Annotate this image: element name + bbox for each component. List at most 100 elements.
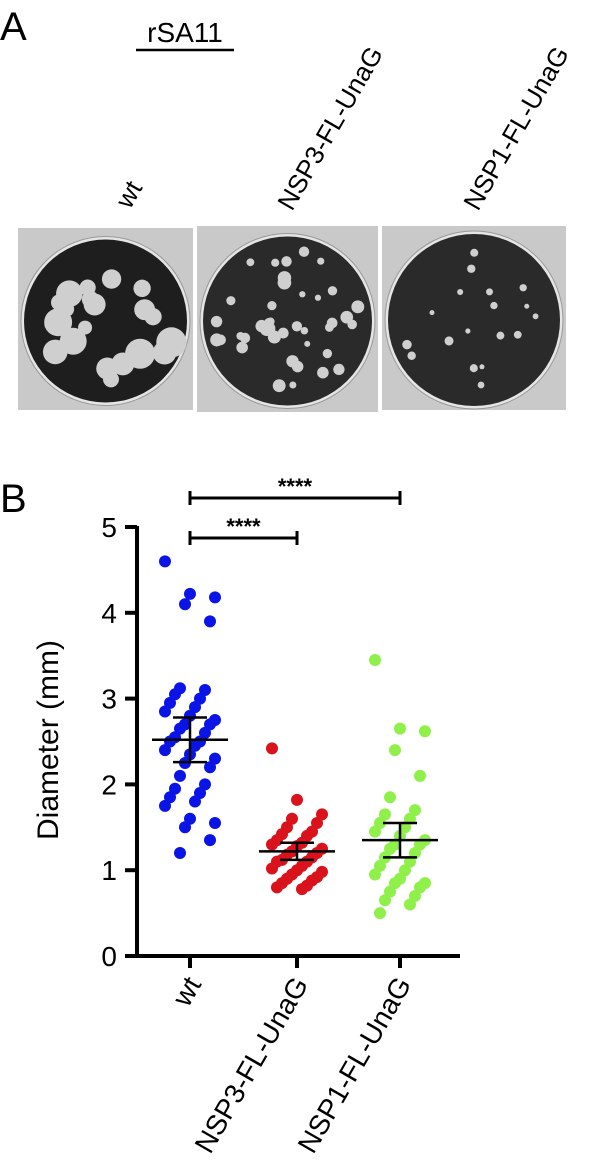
data-point <box>209 591 221 604</box>
plaque <box>429 310 435 316</box>
x-tick-label: wt <box>166 971 207 1012</box>
y-tick-label: 0 <box>101 941 117 972</box>
plaque <box>351 300 365 314</box>
y-tick-label: 5 <box>101 512 117 543</box>
plaque <box>407 351 416 360</box>
plaque <box>267 301 277 311</box>
data-point <box>159 744 171 757</box>
plate-well <box>388 234 560 406</box>
plaque <box>532 313 539 320</box>
data-point <box>204 834 216 847</box>
y-tick-label: 3 <box>101 684 117 715</box>
y-axis-label: Diameter (mm) <box>32 640 65 840</box>
data-point <box>266 862 278 875</box>
plaque <box>81 290 99 308</box>
plaque <box>157 345 175 363</box>
data-point <box>159 555 171 568</box>
plaque <box>470 248 479 257</box>
plaque <box>298 246 310 257</box>
plaque <box>281 256 292 267</box>
data-point <box>179 598 191 611</box>
plaque <box>479 364 485 370</box>
plaque <box>133 279 151 298</box>
plaque <box>42 339 68 365</box>
panel-label: B <box>0 477 27 521</box>
plaque <box>300 326 309 335</box>
data-point <box>369 868 381 881</box>
data-point <box>266 838 278 851</box>
plaque <box>327 286 338 296</box>
plaque <box>289 381 297 389</box>
plaque <box>490 301 498 310</box>
plaque <box>524 303 530 309</box>
y-tick-label: 4 <box>101 598 117 629</box>
data-point <box>159 799 171 812</box>
plaque <box>513 330 522 339</box>
data-point <box>389 744 401 757</box>
column-label: NSP1-FL-UnaG <box>457 41 575 215</box>
plaque <box>56 280 83 307</box>
plaque <box>402 339 412 350</box>
plate-well <box>203 236 372 406</box>
data-point <box>184 587 196 600</box>
data-point <box>266 742 278 755</box>
plaque <box>78 320 93 335</box>
plaque <box>101 269 122 289</box>
column-label: wt <box>109 175 149 214</box>
data-point <box>291 793 303 806</box>
data-point <box>414 769 426 782</box>
plaque <box>317 366 329 379</box>
plaque <box>465 328 471 334</box>
plaque <box>111 352 135 376</box>
x-tick-label: NSP3-FL-UnaG <box>189 972 315 1159</box>
data-point <box>419 725 431 738</box>
column-label: NSP3-FL-UnaG <box>271 41 389 215</box>
data-point <box>174 847 186 860</box>
data-point <box>204 761 216 774</box>
data-point <box>159 705 171 718</box>
plaque <box>286 355 299 368</box>
plaque <box>314 294 322 301</box>
plaque <box>457 288 464 296</box>
data-point <box>209 817 221 830</box>
plaque <box>444 336 454 346</box>
plaque <box>317 257 325 265</box>
data-point <box>189 795 201 808</box>
data-point <box>271 881 283 894</box>
data-point <box>369 653 381 666</box>
data-point <box>204 615 216 628</box>
plaque <box>277 327 289 339</box>
y-tick-label: 2 <box>101 769 117 800</box>
y-tick-label: 1 <box>101 855 117 886</box>
x-tick-label: NSP1-FL-UnaG <box>292 972 418 1159</box>
plaque <box>485 288 494 296</box>
plaque <box>519 284 527 292</box>
data-point <box>404 898 416 911</box>
plaque <box>277 271 292 285</box>
plaque <box>210 315 223 328</box>
panel-label: A <box>0 5 27 49</box>
plaque <box>271 258 280 267</box>
significance-label: **** <box>278 474 313 499</box>
data-point <box>179 821 191 834</box>
plaque <box>226 296 236 306</box>
plaque <box>134 299 156 321</box>
plaque <box>496 331 505 340</box>
plaque <box>44 308 73 337</box>
plaque <box>322 348 333 359</box>
plaque <box>291 321 303 332</box>
plaque <box>304 340 311 347</box>
plaque <box>210 333 224 347</box>
data-point <box>369 825 381 838</box>
plaque <box>102 371 119 388</box>
plaque <box>246 258 255 267</box>
data-point <box>296 883 308 896</box>
plaque <box>236 341 248 354</box>
data-point <box>384 791 396 804</box>
plaque <box>299 291 306 298</box>
plate-photos: wt NSP3-FL-UnaG NSP1-FL-UnaG <box>18 41 575 412</box>
plaque <box>239 332 251 344</box>
data-point <box>394 722 406 735</box>
significance-label: **** <box>226 514 261 539</box>
